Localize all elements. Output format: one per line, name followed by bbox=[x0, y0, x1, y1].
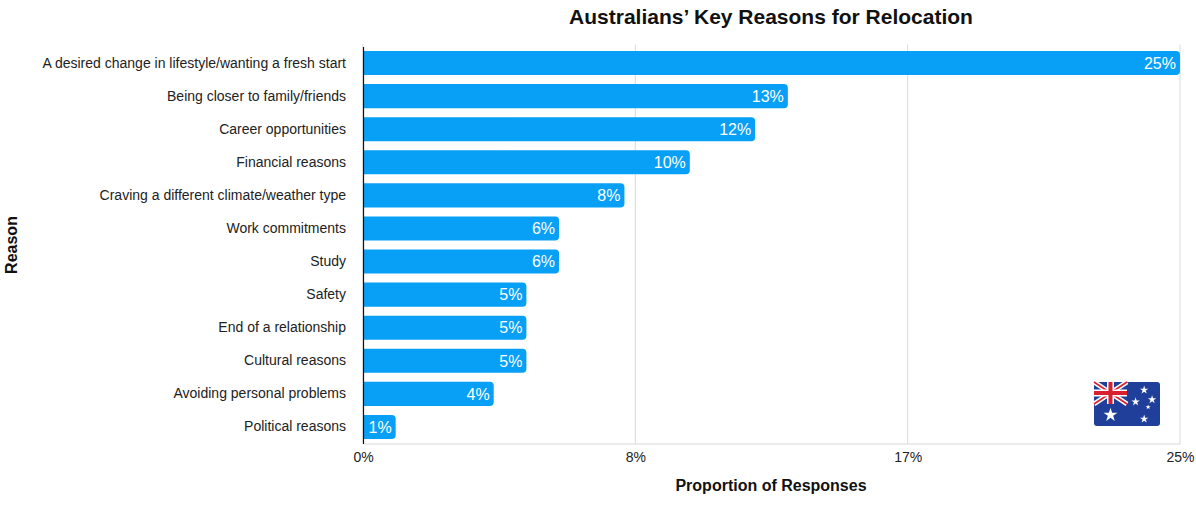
data-label: 25% bbox=[1144, 55, 1176, 72]
flag-field bbox=[1094, 382, 1160, 426]
bar bbox=[363, 249, 559, 273]
y-tick-label: Craving a different climate/weather type bbox=[100, 187, 347, 203]
y-axis-line bbox=[363, 47, 364, 444]
x-tick: 8% bbox=[626, 444, 646, 466]
data-label: 13% bbox=[752, 88, 784, 105]
x-tick: 25% bbox=[1166, 444, 1194, 466]
bar bbox=[363, 283, 526, 307]
data-label: 10% bbox=[654, 154, 686, 171]
bar bbox=[363, 349, 526, 373]
flag-star bbox=[1140, 386, 1148, 394]
x-tick-label: 25% bbox=[1166, 449, 1194, 465]
y-tick-label: Safety bbox=[306, 286, 346, 302]
y-tick: Avoiding personal problems bbox=[173, 385, 363, 401]
data-label: 6% bbox=[532, 220, 555, 237]
chart-svg: 25% 13%12% 10% 8% 6% 6% 5% 5% 5% 4% 1% 0% 8% 17% 25% A … bbox=[0, 0, 1196, 513]
flag-star bbox=[1148, 395, 1156, 403]
bar bbox=[363, 117, 755, 141]
y-tick-label: A desired change in lifestyle/wanting a … bbox=[42, 55, 346, 71]
bar bbox=[363, 216, 559, 240]
y-tick: A desired change in lifestyle/wanting a … bbox=[42, 55, 363, 71]
x-tick-label: 17% bbox=[894, 449, 922, 465]
y-tick-label: Cultural reasons bbox=[244, 352, 346, 368]
y-tick: Safety bbox=[306, 286, 363, 302]
y-tick-label: Study bbox=[310, 253, 346, 269]
flag-saltire bbox=[1094, 382, 1127, 404]
x-tick-label: 0% bbox=[353, 449, 373, 465]
y-tick-label: Avoiding personal problems bbox=[173, 385, 346, 401]
y-tick-label: Being closer to family/friends bbox=[167, 88, 346, 104]
flag-saltire bbox=[1094, 382, 1127, 404]
data-label: 8% bbox=[597, 187, 620, 204]
flag-icon bbox=[1094, 382, 1160, 426]
flag-cross bbox=[1109, 382, 1113, 404]
grid-line bbox=[907, 45, 908, 444]
y-tick-label: Work commitments bbox=[226, 220, 346, 236]
data-label: 5% bbox=[499, 319, 522, 336]
flag-star bbox=[1131, 397, 1139, 405]
data-label: 1% bbox=[369, 419, 392, 436]
bar bbox=[363, 84, 788, 108]
y-tick: Work commitments bbox=[226, 220, 363, 236]
flag-star bbox=[1104, 408, 1118, 421]
y-axis-title: Reason bbox=[3, 216, 20, 274]
x-tick: 17% bbox=[894, 444, 922, 466]
data-label: 5% bbox=[499, 286, 522, 303]
grid-line bbox=[363, 45, 364, 444]
y-tick: End of a relationship bbox=[218, 319, 363, 335]
flag-saltire bbox=[1094, 382, 1127, 404]
y-tick: Political reasons bbox=[244, 418, 363, 434]
bars bbox=[363, 51, 1180, 439]
y-tick: Financial reasons bbox=[236, 154, 363, 170]
bar bbox=[363, 183, 624, 207]
data-label: 6% bbox=[532, 253, 555, 270]
flag-saltire bbox=[1094, 382, 1127, 404]
y-tick: Study bbox=[310, 253, 363, 269]
x-axis-title: Proportion of Responses bbox=[675, 477, 866, 494]
x-tick-label: 8% bbox=[626, 449, 646, 465]
bar bbox=[363, 51, 1180, 75]
y-tick: Being closer to family/friends bbox=[167, 88, 363, 104]
bar bbox=[363, 316, 526, 340]
data-label: 12% bbox=[719, 121, 751, 138]
y-tick: Craving a different climate/weather type bbox=[100, 187, 363, 203]
x-axis: 0% 8% 17% 25% bbox=[353, 444, 1194, 466]
y-tick-label: Political reasons bbox=[244, 418, 346, 434]
data-labels: 25% 13%12% 10% 8% 6% 6% 5% 5% 5% 4% 1% bbox=[369, 55, 1176, 436]
flag-star bbox=[1146, 404, 1151, 409]
data-label: 4% bbox=[467, 386, 490, 403]
bar bbox=[363, 150, 690, 174]
grid-line bbox=[1180, 45, 1181, 444]
y-tick-label: Career opportunities bbox=[219, 121, 346, 137]
y-tick: Cultural reasons bbox=[244, 352, 363, 368]
flag-star bbox=[1140, 415, 1148, 423]
chart-title: Australians’ Key Reasons for Relocation bbox=[569, 5, 973, 28]
x-axis-line bbox=[364, 444, 1181, 445]
y-axis: A desired change in lifestyle/wanting a … bbox=[42, 47, 363, 444]
y-tick: Career opportunities bbox=[219, 121, 363, 137]
data-label: 5% bbox=[499, 353, 522, 370]
bar bbox=[363, 382, 494, 406]
bar bbox=[363, 415, 396, 439]
y-tick-label: Financial reasons bbox=[236, 154, 346, 170]
y-tick-label: End of a relationship bbox=[218, 319, 346, 335]
x-tick: 0% bbox=[353, 444, 373, 466]
